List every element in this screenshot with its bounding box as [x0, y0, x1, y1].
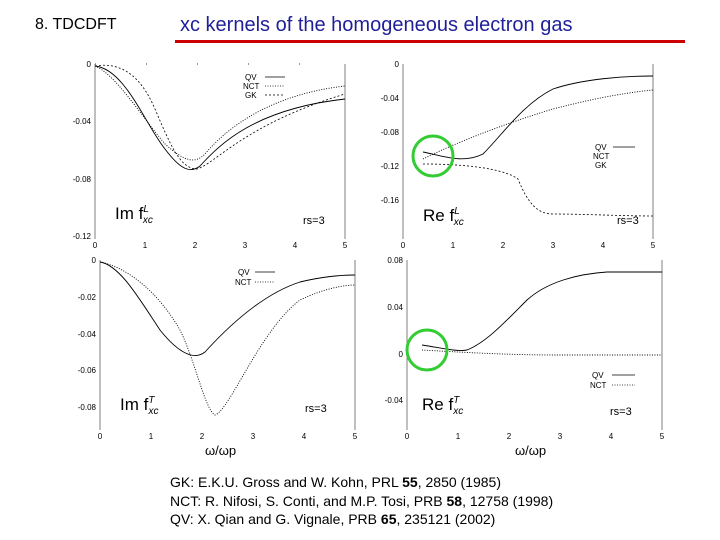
legend-qv: QV — [245, 73, 257, 82]
ytick: -0.12 — [73, 232, 92, 241]
reference-gk: GK: E.K.U. Gross and W. Kohn, PRL 55, 28… — [170, 473, 553, 492]
xtick: 2 — [193, 241, 198, 250]
ytick: 0 — [399, 350, 404, 359]
ref-abbr: NCT — [170, 492, 198, 509]
rs-label: rs=3 — [610, 406, 632, 418]
ref-text: , 235121 (2002) — [396, 511, 496, 527]
rs-label: rs=3 — [305, 403, 327, 415]
ytick: -0.08 — [73, 175, 92, 184]
panel-re-fL: 0 -0.04 -0.08 -0.12 -0.16 0 1 2 3 4 5 QV… — [381, 60, 656, 250]
rs-label: rs=3 — [303, 215, 325, 227]
xtick: 4 — [293, 241, 298, 250]
xtick: 5 — [660, 432, 665, 441]
xtick: 1 — [149, 432, 154, 441]
ytick: -0.12 — [381, 162, 400, 171]
panel-im-fL: 0 -0.04 -0.08 -0.12 0 1 2 3 4 5 QV NCT G… — [73, 60, 348, 250]
ref-text: : R. Nifosi, S. Conti, and M.P. Tosi, PR… — [197, 492, 447, 509]
curve-qv — [94, 65, 346, 170]
ref-abbr: QV — [170, 511, 190, 527]
reference-qv: QV: X. Qian and G. Vignale, PRB 65, 2351… — [170, 510, 553, 529]
ref-text: , 2850 (1985) — [417, 474, 502, 490]
xtick: 1 — [456, 432, 461, 441]
panel-re-fT: 0.08 0.04 0 -0.04 0 1 2 3 4 5 QV NCT Re … — [385, 256, 665, 441]
xtick: 3 — [251, 432, 256, 441]
reference-nct: NCT: R. Nifosi, S. Conti, and M.P. Tosi,… — [170, 492, 553, 511]
panel-label: Im fT xc — [120, 395, 158, 417]
section-label: 8. TDCDFT — [35, 16, 117, 33]
xtick: 3 — [558, 432, 563, 441]
legend-gk: GK — [245, 91, 257, 100]
ref-volume: 55 — [402, 474, 418, 490]
curve-qv — [422, 75, 654, 160]
xtick: 2 — [507, 432, 512, 441]
legend-nct: NCT — [590, 381, 607, 390]
ytick: -0.04 — [381, 94, 400, 103]
panel-label: Re fL xc — [423, 206, 464, 228]
ref-text: : E.K.U. Gross and W. Kohn, PRL — [190, 474, 403, 490]
panel-label: Im fL xc — [115, 204, 153, 226]
ytick: -0.16 — [381, 196, 400, 205]
ref-text: : X. Qian and G. Vignale, PRB — [189, 511, 381, 527]
xtick: 5 — [651, 241, 656, 250]
ytick: -0.04 — [73, 117, 92, 126]
xtick: 0 — [405, 432, 410, 441]
ytick: -0.04 — [385, 396, 404, 405]
ref-volume: 58 — [446, 492, 463, 509]
curve-gk — [94, 64, 346, 170]
xtick: 4 — [609, 432, 614, 441]
highlight-circle — [405, 328, 449, 372]
ref-volume: 65 — [380, 511, 397, 527]
kernel-figure-svg: 0 -0.04 -0.08 -0.12 0 1 2 3 4 5 QV NCT G… — [73, 60, 665, 458]
legend-nct: NCT — [243, 82, 260, 91]
panel-im-fT: 0 -0.02 -0.04 -0.06 -0.08 0 1 2 3 4 5 QV… — [78, 256, 358, 441]
ytick: 0.08 — [387, 256, 403, 265]
xtick: 0 — [93, 241, 98, 250]
curve-nct — [99, 261, 356, 416]
curve-qv — [99, 261, 356, 356]
ytick: -0.04 — [78, 330, 97, 339]
curve-qv — [421, 271, 662, 351]
ytick: 0 — [395, 60, 400, 69]
xtick: 3 — [243, 241, 248, 250]
kernel-figure: 0 -0.04 -0.08 -0.12 0 1 2 3 4 5 QV NCT G… — [70, 48, 670, 473]
slide-title: xc kernels of the homogeneous electron g… — [180, 14, 573, 36]
xtick: 5 — [343, 241, 348, 250]
ytick: 0.04 — [387, 303, 403, 312]
x-axis-label-right: ω/ωp — [515, 443, 546, 458]
curve-nct — [422, 89, 654, 160]
xtick: 3 — [551, 241, 556, 250]
xtick: 2 — [501, 241, 506, 250]
rs-label: rs=3 — [617, 215, 639, 227]
xtick: 4 — [601, 241, 606, 250]
xtick: 2 — [200, 432, 205, 441]
xtick: 0 — [401, 241, 406, 250]
xtick: 1 — [143, 241, 148, 250]
highlight-circle — [411, 134, 455, 178]
ref-text: , 12758 (1998) — [462, 492, 554, 509]
curve-nct — [421, 349, 662, 356]
legend-gk: GK — [595, 161, 607, 170]
title-rule — [175, 40, 685, 43]
ytick: -0.08 — [381, 128, 400, 137]
legend-nct: NCT — [593, 152, 610, 161]
curve-nct — [94, 65, 346, 161]
x-axis-label-left: ω/ωp — [205, 443, 236, 458]
legend-nct: NCT — [235, 278, 252, 287]
ytick: 0 — [87, 60, 92, 69]
panel-label: Re fT xc — [422, 395, 463, 417]
xtick: 4 — [302, 432, 307, 441]
references: GK: E.K.U. Gross and W. Kohn, PRL 55, 28… — [170, 473, 553, 529]
ytick: -0.08 — [78, 403, 97, 412]
ytick: 0 — [92, 256, 97, 265]
ref-abbr: GK — [170, 474, 191, 490]
ytick: -0.06 — [78, 366, 97, 375]
xtick: 1 — [451, 241, 456, 250]
xtick: 5 — [353, 432, 358, 441]
legend-qv: QV — [592, 371, 604, 380]
legend-qv: QV — [238, 268, 250, 277]
xtick: 0 — [98, 432, 103, 441]
legend-qv: QV — [595, 143, 607, 152]
ytick: -0.02 — [78, 293, 97, 302]
